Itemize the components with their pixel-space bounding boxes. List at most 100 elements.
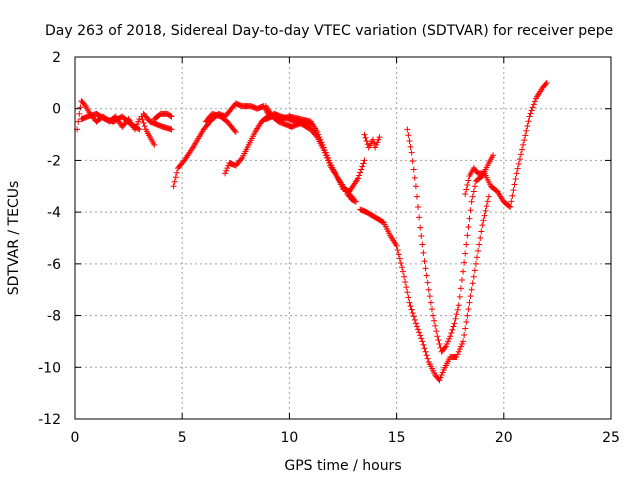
data-point	[453, 353, 460, 360]
data-point	[474, 254, 480, 261]
data-point	[222, 170, 229, 177]
data-point	[409, 309, 416, 316]
data-point	[470, 273, 477, 280]
data-point	[75, 118, 82, 125]
data-point	[514, 165, 521, 172]
data-point	[476, 241, 483, 248]
data-point	[420, 249, 427, 256]
data-point	[523, 127, 530, 134]
data-point	[232, 128, 239, 135]
data-point	[471, 267, 478, 274]
data-point	[373, 141, 380, 148]
data-point	[517, 151, 524, 158]
data-point	[413, 193, 420, 200]
data-point	[412, 320, 419, 327]
data-point	[223, 167, 230, 174]
data-point	[375, 136, 382, 143]
data-point	[515, 160, 522, 167]
data-point	[431, 317, 438, 324]
data-point	[509, 192, 516, 199]
data-point	[483, 203, 490, 210]
data-point	[238, 156, 245, 163]
data-point	[423, 272, 430, 279]
data-point	[455, 302, 462, 309]
y-tick-label: -4	[47, 205, 61, 221]
data-point	[438, 372, 445, 379]
data-point	[470, 188, 477, 195]
data-point	[461, 259, 468, 266]
data-point	[462, 250, 469, 257]
data-point	[415, 326, 422, 333]
data-point	[460, 338, 467, 345]
data-point	[167, 112, 174, 119]
data-point	[77, 104, 84, 111]
data-point	[472, 260, 479, 267]
data-point	[433, 328, 440, 335]
data-point	[481, 212, 488, 219]
data-point	[460, 268, 467, 275]
y-tick-label: -10	[38, 360, 61, 376]
data-point	[520, 141, 527, 148]
data-point	[352, 198, 359, 205]
data-point	[524, 122, 531, 129]
data-point	[462, 325, 469, 332]
data-point	[413, 323, 420, 330]
data-point	[398, 264, 405, 271]
data-point	[490, 152, 497, 159]
series-arc12	[361, 131, 383, 151]
data-point	[405, 132, 412, 139]
data-point	[357, 169, 364, 176]
data-point	[447, 333, 454, 340]
series-arc2	[78, 110, 143, 133]
data-point	[402, 278, 409, 285]
data-point	[407, 143, 414, 150]
data-point	[439, 369, 446, 376]
chart-title: Day 263 of 2018, Sidereal Day-to-day VTE…	[45, 23, 613, 39]
data-point	[410, 166, 417, 173]
data-point	[436, 377, 443, 384]
y-tick-label: 0	[52, 102, 61, 118]
data-point	[427, 299, 434, 306]
data-point	[430, 312, 437, 319]
data-point	[446, 335, 453, 342]
data-point	[442, 343, 449, 350]
data-point	[478, 228, 485, 235]
data-point	[426, 293, 433, 300]
data-point	[454, 306, 461, 313]
x-tick-label: 15	[388, 430, 406, 446]
data-point	[457, 285, 464, 292]
data-point	[406, 299, 413, 306]
data-point	[507, 203, 514, 210]
data-point	[530, 101, 537, 108]
data-point	[170, 183, 177, 190]
data-point	[456, 346, 463, 353]
series-arc5	[151, 110, 175, 123]
data-point	[463, 186, 470, 193]
y-tick-label: -8	[47, 309, 61, 325]
data-point	[458, 341, 465, 348]
data-point	[468, 198, 475, 205]
data-point	[224, 165, 231, 172]
data-point	[466, 215, 473, 222]
x-tick-label: 5	[178, 430, 187, 446]
data-point	[400, 268, 407, 275]
series-arc3	[138, 113, 158, 148]
x-tick-label: 25	[602, 430, 620, 446]
data-point	[141, 123, 148, 130]
data-point	[355, 175, 362, 182]
data-point	[450, 323, 457, 330]
data-point	[475, 247, 482, 254]
y-tick-label: -2	[47, 153, 61, 169]
data-point	[464, 181, 471, 188]
x-tick-label: 10	[280, 430, 298, 446]
data-point	[457, 343, 464, 350]
axis-ticks: 0 5 10 15 20 25 -12 -10 -8 -6 -4 -2 0 2	[38, 50, 620, 446]
data-point	[396, 255, 403, 262]
data-point	[410, 313, 417, 320]
data-point	[422, 265, 429, 272]
data-point	[403, 284, 410, 291]
data-point	[521, 137, 528, 144]
data-point	[467, 207, 474, 214]
data-point	[441, 344, 448, 351]
data-point	[418, 335, 425, 342]
